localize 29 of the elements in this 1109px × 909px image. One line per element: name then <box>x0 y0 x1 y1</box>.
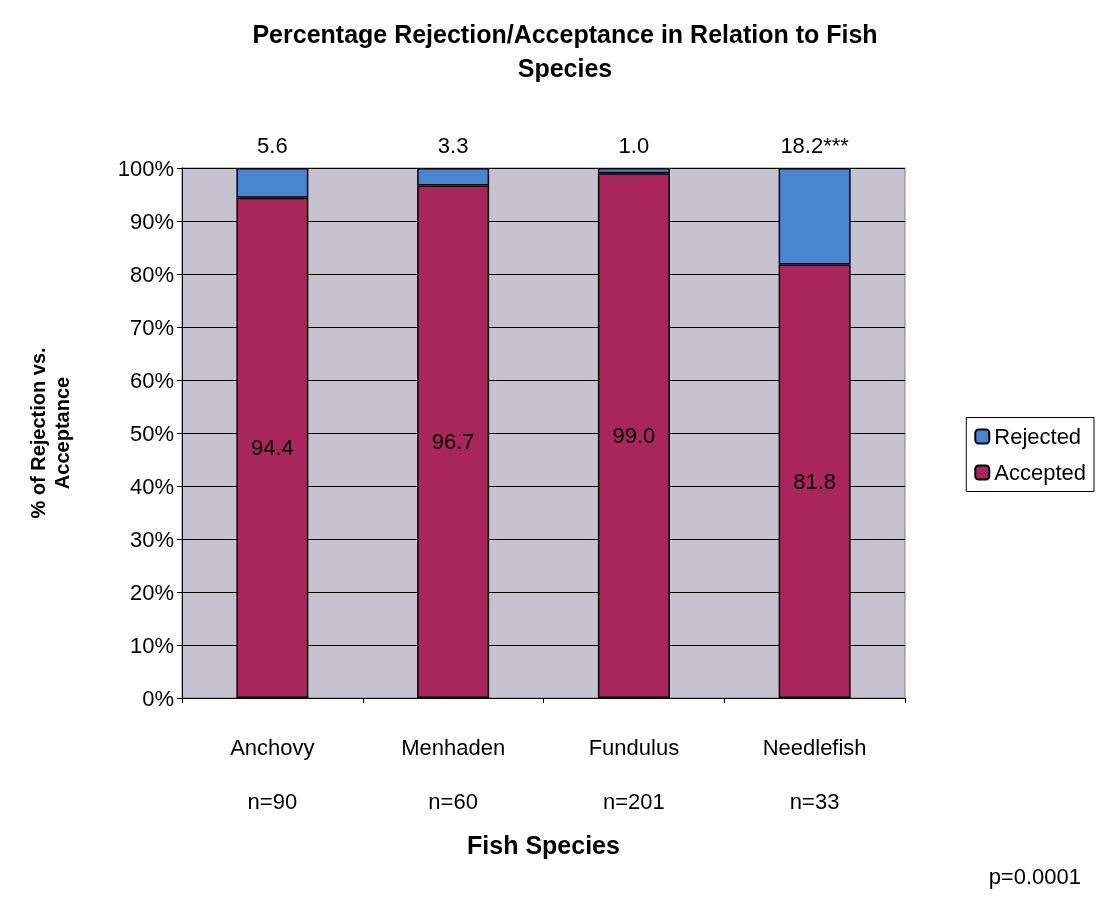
data-label: 99.0 <box>612 423 656 449</box>
y-axis-title: % of Rejection vs. Acceptance <box>27 347 73 519</box>
y-tick-label: 70% <box>129 314 174 340</box>
data-label: 81.8 <box>793 468 837 494</box>
category-label: Menhaden n=60 <box>401 734 506 814</box>
y-tick-label: 60% <box>129 367 174 393</box>
y-tick-label: 0% <box>142 685 174 711</box>
data-label: 5.6 <box>257 132 288 158</box>
category-label: Needlefish n=33 <box>762 734 867 814</box>
chart-title: Percentage Rejection/Acceptance in Relation to Fish Species <box>252 20 878 82</box>
category-label: Anchovy n=90 <box>230 734 315 814</box>
y-tick-label: 90% <box>129 208 174 234</box>
y-tick-label: 10% <box>129 632 174 658</box>
data-label: 3.3 <box>437 132 469 158</box>
category-label: Fundulus n=201 <box>588 734 680 814</box>
data-label: 94.4 <box>250 435 294 461</box>
data-label: 96.7 <box>431 429 475 455</box>
text: p=0.0001 <box>988 863 1081 889</box>
data-label: 18.2*** <box>780 132 850 158</box>
y-tick-label: 100% <box>117 155 174 181</box>
y-tick-label: 30% <box>129 526 174 552</box>
x-axis-title: Fish Species <box>467 831 620 860</box>
y-tick-label: 80% <box>129 261 174 287</box>
legend-label: Rejected <box>994 424 1082 449</box>
y-tick-label: 20% <box>129 579 174 605</box>
data-label: 1.0 <box>618 132 650 158</box>
y-tick-label: 40% <box>129 473 174 499</box>
legend-label: Accepted <box>994 460 1087 485</box>
y-tick-label: 50% <box>129 420 174 446</box>
